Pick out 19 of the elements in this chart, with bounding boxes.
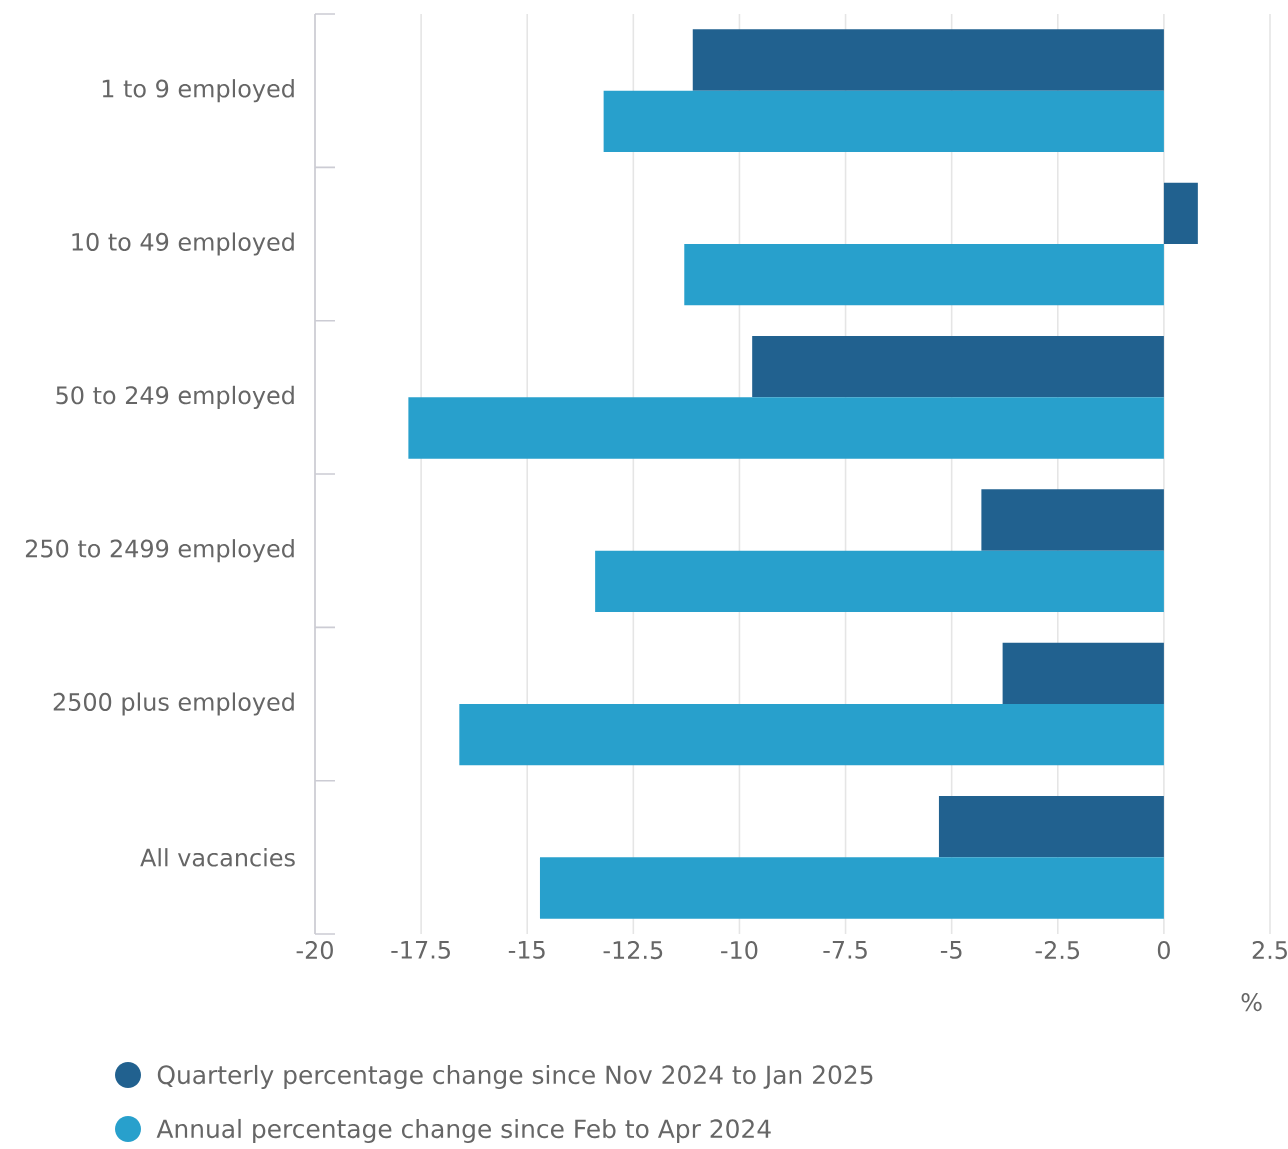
legend-label: Annual percentage change since Feb to Apr 2024 [156, 1118, 771, 1144]
legend-label: Quarterly percentage change since Nov 2024 to Jan 2025 [157, 1064, 873, 1090]
y-tick-label: All vacancies [140, 848, 295, 867]
x-axis-title: % [1241, 993, 1262, 1012]
y-tick-label: 1 to 9 employed [102, 79, 294, 103]
x-tick-label: -17.5 [391, 941, 450, 959]
x-tick-label: -7.5 [823, 941, 867, 959]
x-tick-label: -15 [508, 941, 545, 959]
y-tick-label: 50 to 249 employed [56, 385, 294, 409]
y-tick-label: 250 to 2499 employed [25, 539, 294, 563]
y-tick-label: 10 to 49 employed [72, 232, 294, 256]
y-tick-label: 2500 plus employed [53, 692, 294, 716]
x-tick-label: -2.5 [1035, 941, 1080, 960]
x-tick-label: -20 [296, 941, 333, 960]
x-tick-label: 0 [1157, 941, 1170, 960]
x-tick-label: -10 [721, 941, 758, 960]
x-tick-label: -12.5 [603, 941, 663, 960]
x-tick-label: -5 [940, 941, 962, 959]
x-tick-label: 2.5 [1252, 941, 1287, 960]
